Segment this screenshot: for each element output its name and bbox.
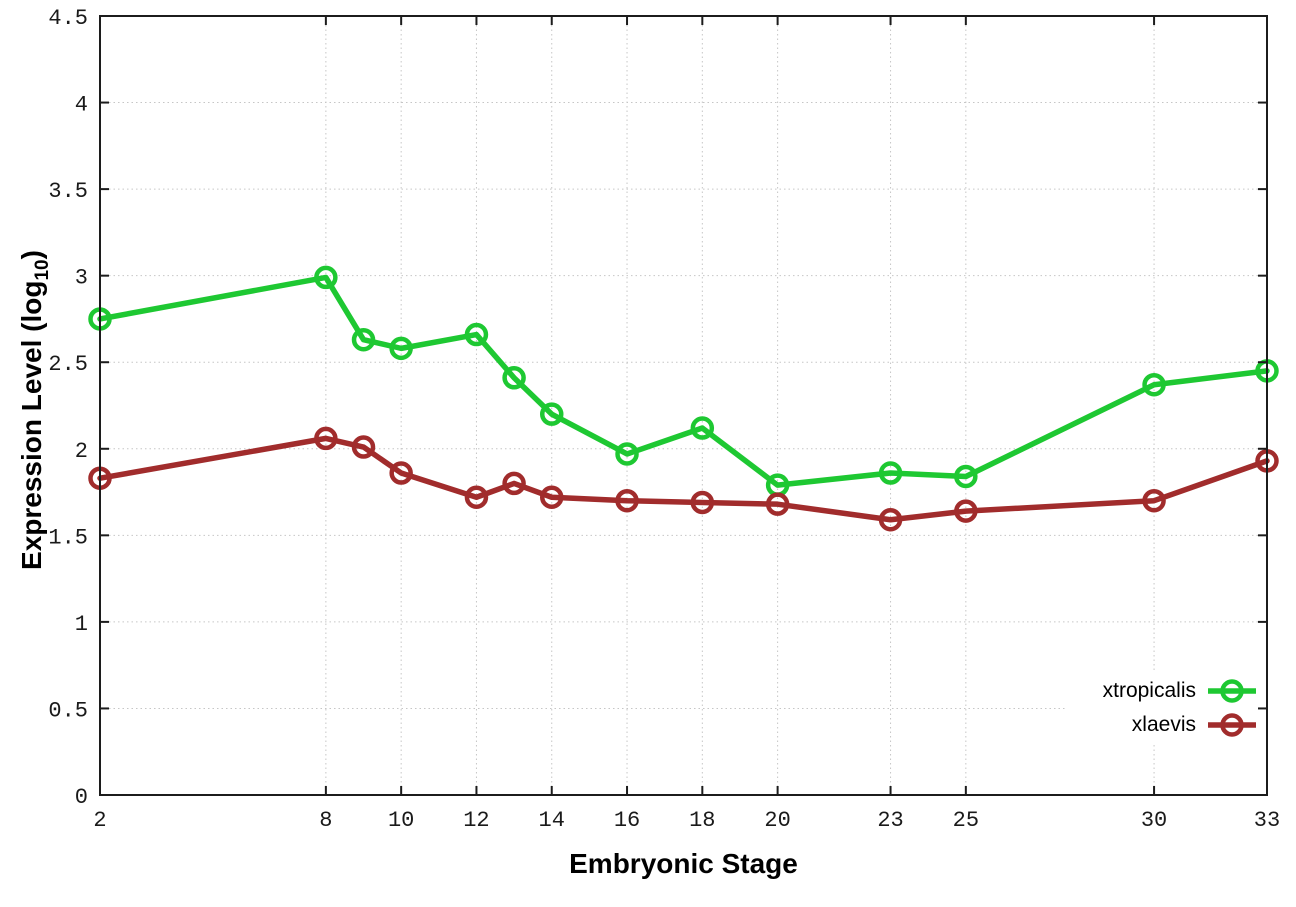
xlaevis-line-marker-icon <box>1208 713 1256 737</box>
legend-circle-icon <box>1220 679 1244 703</box>
y-tick-label: 3 <box>75 266 88 291</box>
y-tick-label: 2.5 <box>48 352 88 377</box>
x-tick-label: 8 <box>319 808 332 833</box>
data-point-xlaevis <box>389 461 413 485</box>
y-axis-title-subscript: 10 <box>31 259 53 281</box>
x-axis-title: Embryonic Stage <box>569 848 798 879</box>
data-point-xtropicalis <box>389 336 413 361</box>
x-tick-label: 23 <box>877 808 903 833</box>
x-tick-label: 20 <box>764 808 790 833</box>
x-tick-label: 30 <box>1141 808 1167 833</box>
x-tick-label: 12 <box>463 808 489 833</box>
xtropicalis-line-marker-icon <box>1208 679 1256 703</box>
legend-item-xtropicalis: xtropicalis <box>1066 674 1258 708</box>
x-tick-label: 10 <box>388 808 414 833</box>
data-point-xlaevis <box>464 485 489 509</box>
data-point-xtropicalis <box>502 366 526 390</box>
y-tick-label: 4 <box>75 93 88 118</box>
data-point-xtropicalis <box>954 464 978 489</box>
data-point-xlaevis <box>539 485 564 509</box>
series-line-xtropicalis <box>97 274 1270 488</box>
y-axis-title-suffix: ) <box>16 250 47 260</box>
data-point-xlaevis <box>765 492 790 516</box>
data-point-xtropicalis <box>690 416 715 440</box>
y-tick-label: 2 <box>75 439 88 464</box>
legend-circle-icon <box>1220 713 1244 737</box>
data-point-xtropicalis <box>464 322 489 347</box>
data-point-xlaevis <box>878 508 903 532</box>
y-tick-label: 1 <box>75 612 88 637</box>
data-point-xtropicalis <box>878 461 903 485</box>
x-tick-label: 2 <box>93 808 106 833</box>
x-tick-label: 16 <box>614 808 640 833</box>
y-tick-label: 0 <box>75 785 88 810</box>
legend-label-xlaevis: xlaevis <box>1131 713 1196 736</box>
data-point-xlaevis <box>351 435 376 459</box>
y-tick-label: 0.5 <box>48 698 88 723</box>
x-tick-label: 25 <box>953 808 979 833</box>
legend-label-xtropicalis: xtropicalis <box>1102 679 1196 702</box>
data-point-xtropicalis <box>314 265 338 290</box>
data-point-xlaevis <box>502 471 526 496</box>
plot-border <box>99 15 1268 796</box>
data-point-xlaevis <box>1142 488 1166 513</box>
x-tick-label: 33 <box>1254 808 1280 833</box>
data-point-xlaevis <box>954 499 978 523</box>
data-point-xtropicalis <box>1142 372 1166 397</box>
series-line-xlaevis <box>97 435 1270 523</box>
data-point-xlaevis <box>690 490 715 515</box>
data-point-xlaevis <box>314 426 338 451</box>
y-tick-label: 4.5 <box>48 6 88 31</box>
x-tick-label: 18 <box>689 808 715 833</box>
data-point-xtropicalis <box>351 327 376 352</box>
y-axis-title-text: Expression Level (log <box>16 280 47 570</box>
y-axis-title: Expression Level (log10) <box>16 250 53 570</box>
y-tick-label: 1.5 <box>48 525 88 550</box>
x-tick-label: 14 <box>539 808 565 833</box>
data-point-xlaevis <box>615 488 639 513</box>
legend-item-xlaevis: xlaevis <box>1066 708 1258 742</box>
data-point-xtropicalis <box>615 442 639 466</box>
data-point-xtropicalis <box>539 402 564 426</box>
legend: xtropicalis xlaevis <box>1066 672 1258 744</box>
y-tick-label: 3.5 <box>48 179 88 204</box>
